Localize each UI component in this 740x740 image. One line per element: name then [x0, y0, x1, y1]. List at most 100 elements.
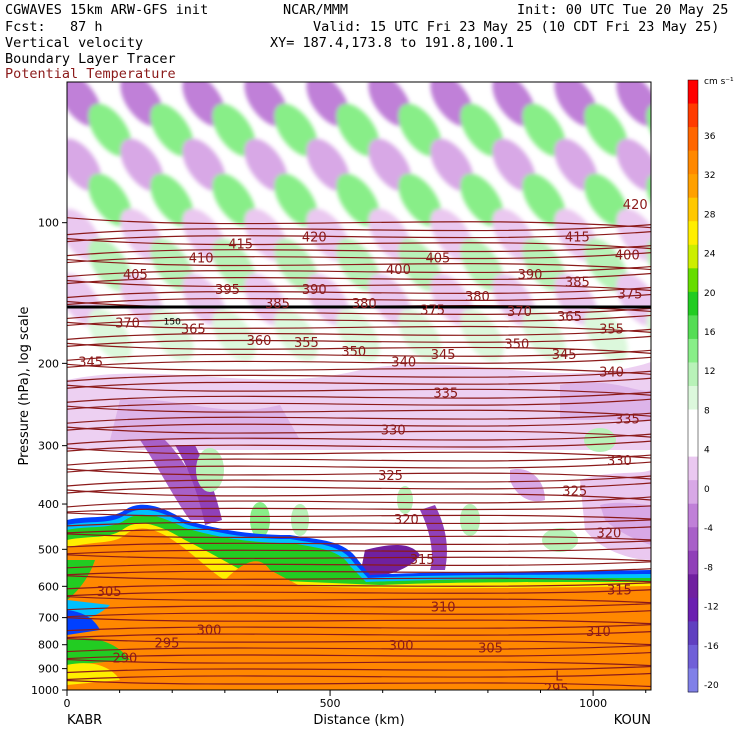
x-axis-title: Distance (km)	[313, 713, 404, 728]
downdraft-plumes	[140, 440, 651, 577]
cross-section-endpoints: XY= 187.4,173.8 to 191.8,100.1	[270, 35, 514, 51]
theta-label: 390	[518, 268, 543, 283]
theta-contour	[67, 224, 651, 236]
wave-cell	[88, 103, 132, 157]
theta-label: 320	[596, 527, 621, 542]
theta-label: 355	[294, 336, 319, 351]
theta-label: 365	[181, 322, 206, 337]
theta-label: 310	[586, 625, 611, 640]
wave-cell	[212, 173, 256, 227]
theta-contour	[67, 679, 651, 688]
x-tick-label: 500	[320, 697, 341, 710]
theta-label: 420	[623, 198, 648, 213]
wave-cell	[460, 173, 504, 227]
theta-label: 295	[544, 682, 569, 697]
plot-frame	[66, 81, 652, 691]
theta-label: 310	[431, 601, 456, 616]
theta-label: 400	[386, 263, 411, 278]
theta-contour	[67, 238, 651, 250]
endpoint-left-label: KABR	[67, 713, 102, 728]
theta-contour	[67, 279, 651, 292]
theta-label: 380	[465, 290, 490, 305]
colorbar-swatch	[688, 668, 698, 693]
theta-contour	[67, 356, 651, 368]
theta-contour	[67, 468, 651, 480]
wave-cell	[274, 173, 318, 227]
theta-contour	[67, 245, 651, 257]
theta-contour	[67, 447, 651, 459]
theta-contour	[67, 582, 651, 590]
wave-cell	[584, 103, 628, 157]
theta-contour	[67, 440, 651, 452]
field-potential-temperature: Potential Temperature	[5, 66, 176, 82]
theta-contour	[67, 533, 651, 541]
x-axis: 0 500 1000	[64, 690, 647, 710]
colorbar-swatch	[688, 127, 698, 152]
theta-contour	[67, 589, 651, 597]
theta-label: 325	[562, 485, 587, 500]
wave-cell	[88, 238, 132, 292]
potential-temperature-contours	[67, 217, 651, 688]
theta-contour	[67, 496, 651, 508]
wave-cell	[398, 103, 442, 157]
colorbar-swatch	[688, 150, 698, 175]
colorbar-swatch	[688, 338, 698, 363]
institution-label: NCAR/MMM	[283, 2, 349, 18]
theta-contour	[67, 265, 651, 278]
theta-label: 350	[341, 345, 366, 360]
theta-contour	[67, 286, 651, 299]
colorbar-swatch	[688, 197, 698, 222]
theta-label: 340	[599, 365, 624, 380]
y-tick-label: 600	[38, 580, 59, 593]
colorbar-swatch	[688, 597, 698, 622]
theta-contour	[67, 665, 651, 674]
theta-contour	[67, 568, 651, 576]
colorbar-swatch	[688, 291, 698, 316]
max-marker: 150	[164, 318, 181, 328]
colorbar-swatch	[688, 80, 698, 105]
colorbar-swatch	[688, 527, 698, 552]
theta-contour	[67, 370, 651, 382]
colorbar-swatch	[688, 103, 698, 128]
theta-contour	[67, 419, 651, 431]
colorbar-frame	[687, 79, 699, 693]
wave-cell	[460, 103, 504, 157]
theta-label: 325	[378, 469, 403, 484]
theta-label: 375	[618, 287, 643, 302]
theta-contour	[67, 454, 651, 466]
theta-contour	[67, 617, 651, 625]
theta-contour	[67, 637, 651, 646]
theta-contour	[67, 363, 651, 375]
colorbar-swatch	[688, 480, 698, 505]
field-boundary-layer-tracer: Boundary Layer Tracer	[5, 51, 176, 67]
theta-contour	[67, 272, 651, 285]
colorbar-label: 36	[704, 132, 716, 142]
theta-contour	[67, 342, 651, 354]
theta-contour	[67, 461, 651, 473]
colorbar-label: -20	[704, 681, 719, 691]
valid-time: Valid: 15 UTC Fri 23 May 25 (10 CDT Fri …	[313, 19, 720, 35]
theta-label: 320	[394, 513, 419, 528]
wave-cell	[398, 238, 442, 292]
theta-label: 300	[389, 639, 414, 654]
theta-label: 295	[155, 637, 180, 652]
colorbar-swatch	[688, 362, 698, 387]
theta-label: 345	[78, 355, 103, 370]
endpoint-right-label: KOUN	[614, 713, 651, 728]
theta-contour	[67, 554, 651, 562]
theta-contour	[67, 596, 651, 604]
x-tick-label: 1000	[579, 697, 607, 710]
theta-label: 400	[615, 248, 640, 263]
colorbar-label: 28	[704, 210, 716, 220]
theta-contour	[67, 217, 651, 229]
y-tick-label: 100	[38, 217, 59, 230]
theta-contour	[67, 377, 651, 389]
y-tick-label: 500	[38, 543, 59, 556]
theta-label: 350	[504, 337, 529, 352]
y-tick-label: 1000	[31, 684, 59, 697]
theta-label: 330	[607, 454, 632, 469]
y-tick-label: 300	[38, 440, 59, 453]
forecast-hour: Fcst: 87 h	[5, 19, 103, 35]
colorbar-label: 20	[704, 289, 716, 299]
theta-contour	[67, 251, 651, 264]
